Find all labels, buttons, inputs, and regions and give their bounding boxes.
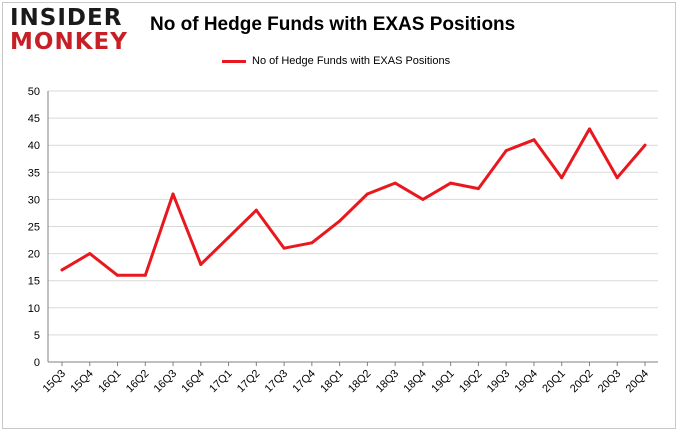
legend-label: No of Hedge Funds with EXAS Positions [252,55,451,67]
x-tick-label: 20Q2 [568,368,596,396]
x-tick-label: 18Q1 [318,368,346,396]
y-tick-label: 5 [34,330,40,342]
x-tick-label: 17Q3 [263,368,291,396]
x-tick-label: 19Q3 [485,368,513,396]
x-tick-label: 20Q3 [596,368,624,396]
x-tick-label: 20Q1 [540,368,568,396]
y-tick-label: 40 [28,140,40,152]
chart-title: No of Hedge Funds with EXAS Positions [150,14,516,35]
x-tick-label: 17Q1 [207,368,235,396]
x-tick-label: 16Q4 [179,368,207,396]
logo-line-1: INSIDER [10,5,123,31]
legend-swatch [222,59,246,63]
x-tick-label: 16Q2 [124,368,152,396]
chart-legend: No of Hedge Funds with EXAS Positions [222,53,450,69]
y-tick-label: 45 [28,113,40,125]
data-point [60,268,64,272]
data-point [365,192,369,196]
x-tick-label: 18Q3 [374,368,402,396]
data-point [254,208,258,212]
data-point [116,273,120,277]
x-tick-label: 19Q4 [513,368,541,396]
data-point [560,176,564,180]
data-point [449,181,453,185]
x-tick-label: 16Q1 [96,368,124,396]
data-point [476,187,480,191]
x-tick-label: 20Q4 [624,368,652,396]
data-point [171,192,175,196]
y-tick-label: 35 [28,167,40,179]
x-tick-label: 15Q3 [41,368,69,396]
data-point [643,143,647,147]
data-point [504,149,508,153]
chart-frame [2,2,676,429]
data-point [227,235,231,239]
data-point [421,197,425,201]
x-tick-label: 18Q2 [346,368,374,396]
data-point [587,127,591,131]
y-tick-label: 30 [28,194,40,206]
data-point [393,181,397,185]
logo-line-2: MONKEY [10,29,128,55]
data-point [199,262,203,266]
series-line [60,127,647,277]
y-tick-label: 0 [34,357,40,369]
data-point [532,138,536,142]
data-point [310,241,314,245]
y-tick-label: 50 [28,86,40,98]
x-tick-label: 19Q2 [457,368,485,396]
y-tick-label: 25 [28,222,40,234]
data-point [282,246,286,250]
y-tick-label: 10 [28,303,40,315]
x-tick-label: 18Q4 [402,368,430,396]
y-tick-label: 20 [28,249,40,261]
x-tick-label: 17Q4 [290,368,318,396]
data-point [338,219,342,223]
x-tick-label: 17Q2 [235,368,263,396]
data-point [615,176,619,180]
insider-monkey-logo: INSIDER MONKEY [10,6,130,58]
y-tick-label: 15 [28,276,40,288]
x-tick-label: 15Q4 [68,368,96,396]
x-tick-label: 19Q1 [429,368,457,396]
data-point [143,273,147,277]
data-point [88,252,92,256]
x-tick-label: 16Q3 [152,368,180,396]
